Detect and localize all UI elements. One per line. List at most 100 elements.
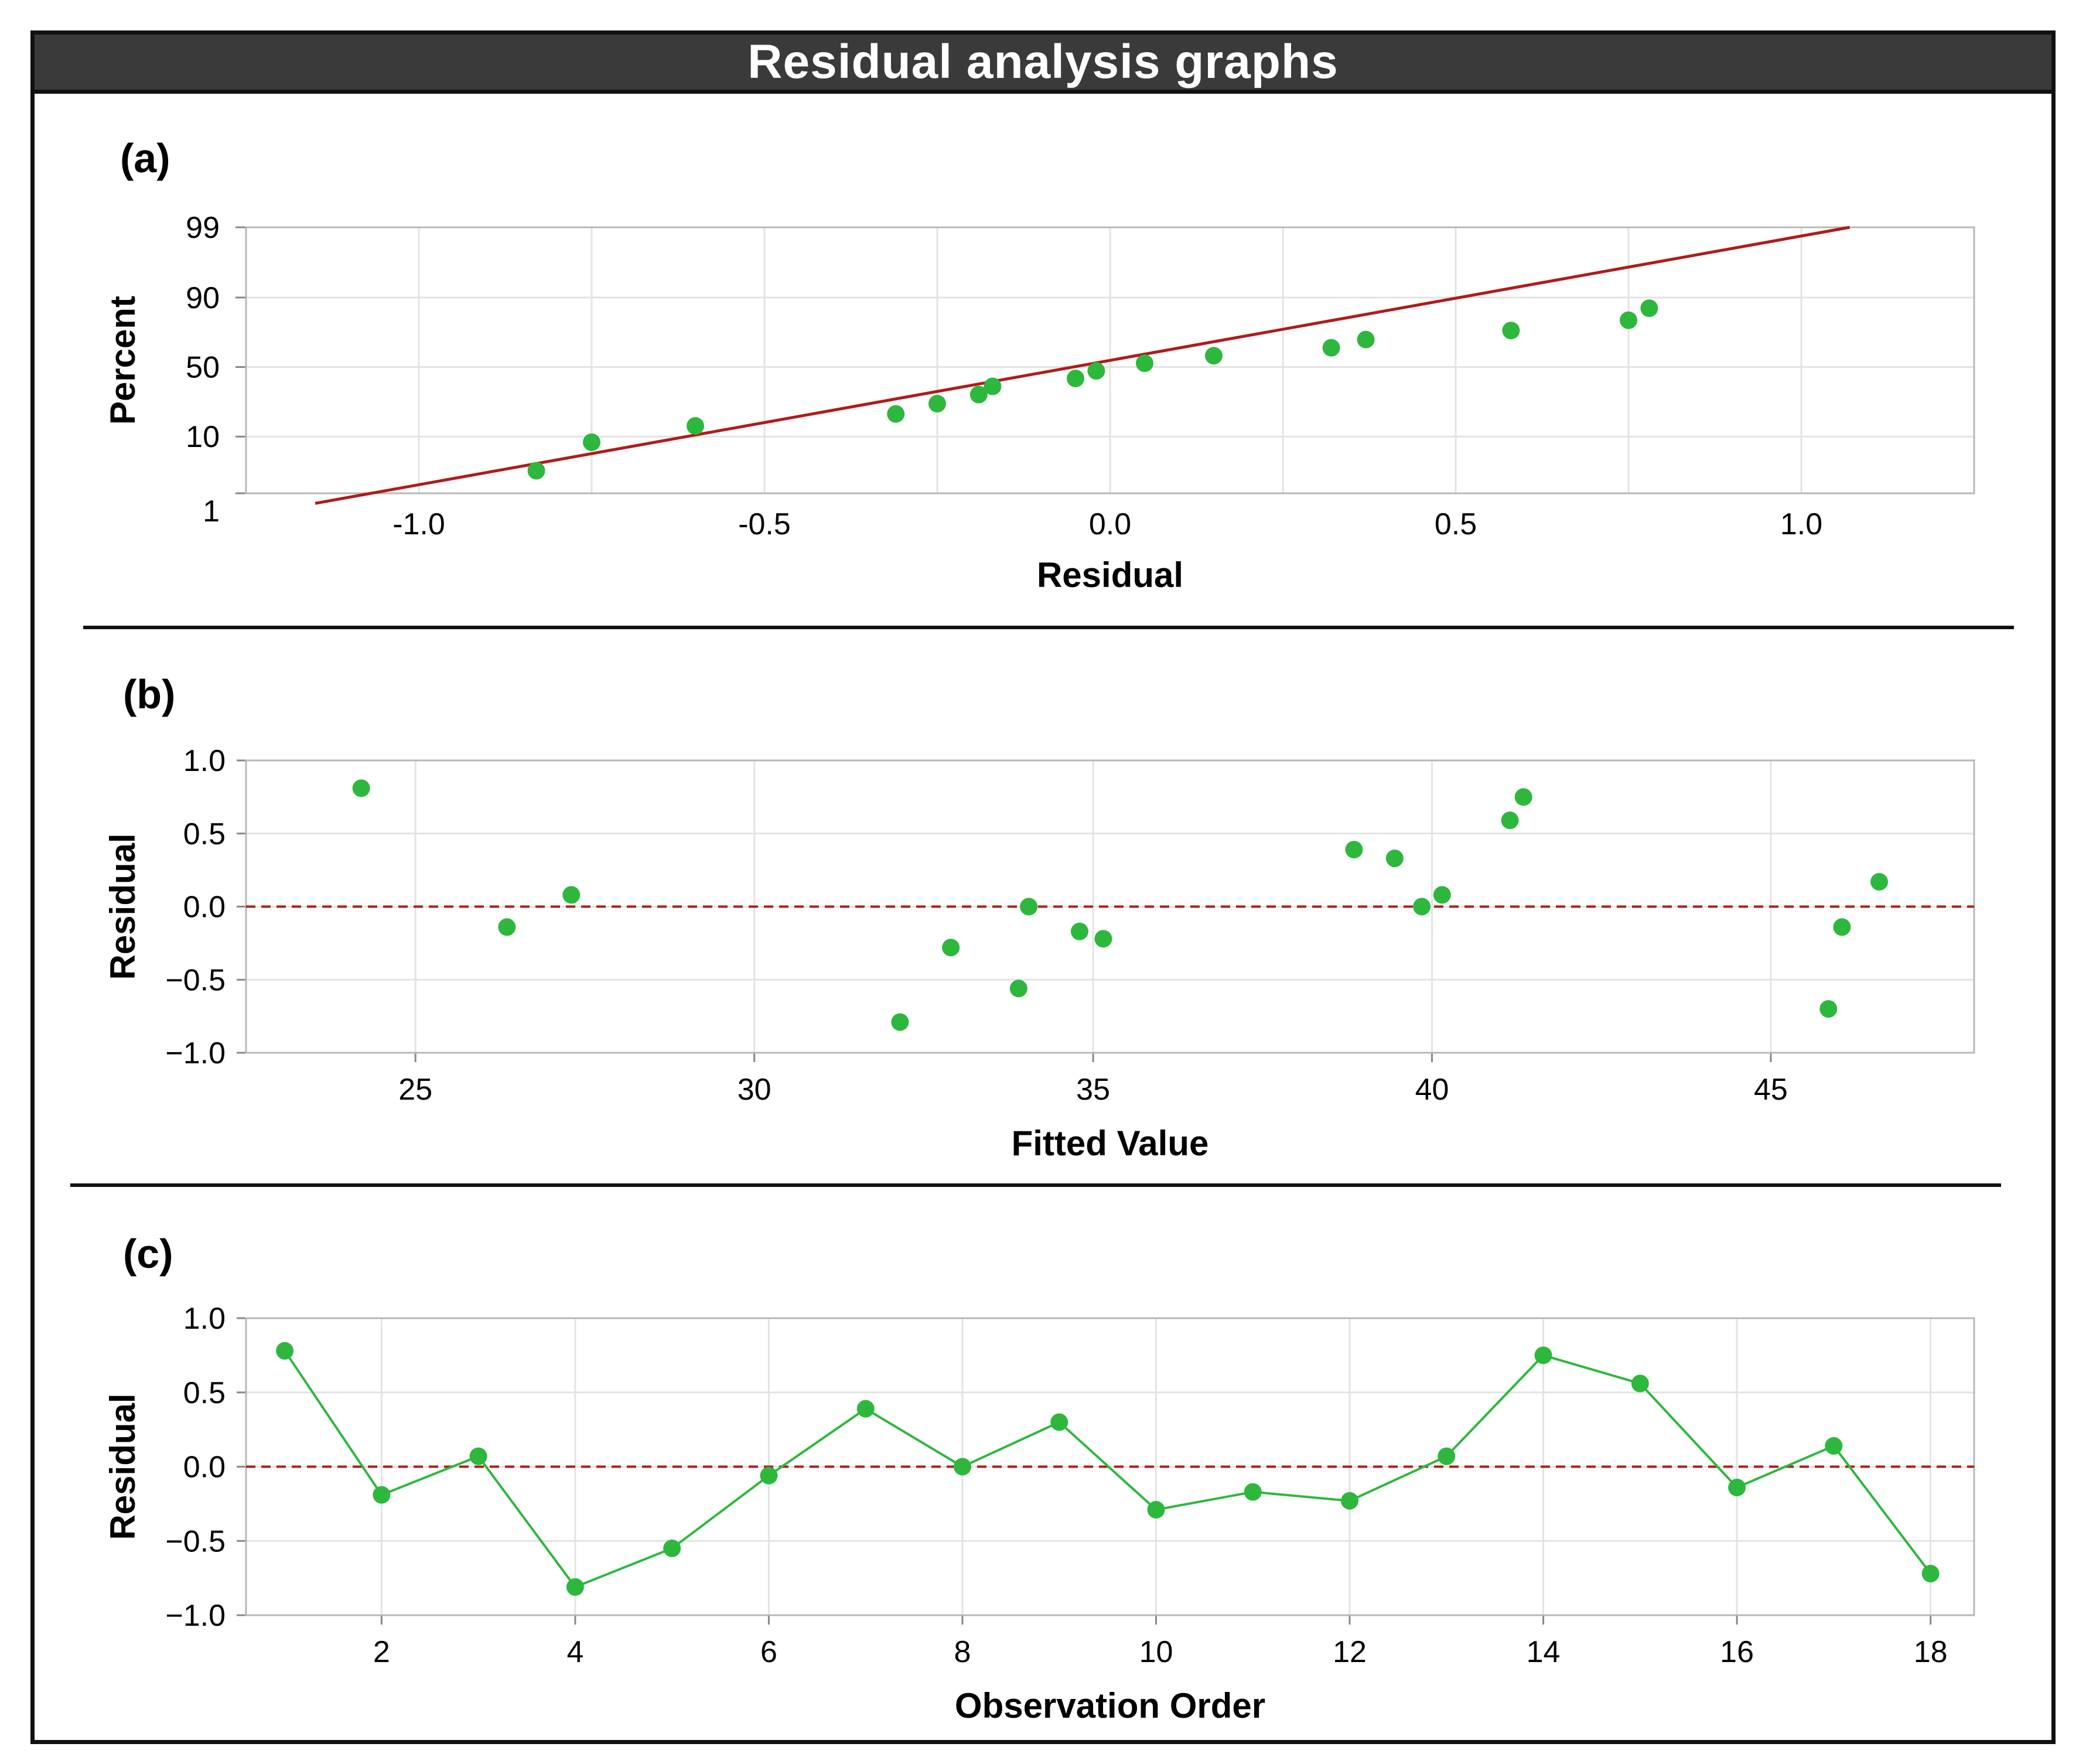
y-axis-label-b: Residual [103,833,142,980]
x-tick-label-a: 0.5 [1435,507,1477,541]
data-point-c [1825,1437,1843,1455]
y-tick-label-b: 1.0 [183,744,226,778]
data-point-b [1514,788,1532,806]
y-tick-label-b: −1.0 [165,1036,226,1070]
data-point-c [856,1400,875,1418]
y-tick-label-b: −0.5 [165,963,226,997]
y-axis-label-a: Percent [103,296,142,425]
x-tick-label-c: 16 [1720,1635,1754,1669]
data-point-b [1833,918,1851,936]
panel-label-a: (a) [120,135,170,181]
data-point-b [1385,849,1404,868]
x-tick-label-c: 4 [566,1635,583,1669]
divider-bc [70,1183,2001,1187]
data-point-b [562,886,581,904]
data-point-b [498,918,516,936]
data-point-a [1620,311,1637,329]
y-tick-label-c: −0.5 [165,1524,226,1558]
data-point-a [687,417,704,435]
x-tick-label-a: -0.5 [738,507,791,541]
data-point-c [1728,1478,1746,1496]
data-point-c [953,1458,971,1476]
data-point-c [760,1466,778,1485]
data-point-a [583,433,600,451]
data-point-c [1534,1346,1552,1364]
data-point-a [1357,330,1375,349]
figure-frame [30,30,2056,1744]
x-tick-label-c: 2 [373,1635,390,1669]
data-point-a [1502,322,1520,340]
y-tick-label-c: −1.0 [165,1599,226,1633]
data-point-b [1501,811,1519,830]
title-bar: Residual analysis graphs [30,30,2056,94]
x-axis-label-c: Observation Order [955,1686,1265,1725]
y-tick-label-b: 0.0 [183,890,226,924]
x-tick-label-c: 10 [1139,1635,1173,1669]
data-point-a [1067,369,1084,387]
data-point-c [1438,1447,1456,1465]
data-point-a [969,385,988,404]
panel-label-b: (b) [123,671,176,717]
divider-ab [83,626,2014,629]
y-tick-label-c: 0.5 [183,1376,226,1410]
data-point-b [1070,922,1088,940]
data-point-c [276,1342,294,1360]
x-tick-label-c: 18 [1914,1635,1948,1669]
data-point-a [984,377,1002,395]
data-point-c [373,1486,391,1504]
data-point-b [1345,841,1363,859]
data-point-b [1020,898,1038,916]
data-point-c [1147,1501,1165,1519]
x-axis-label-a: Residual [1037,555,1183,595]
data-point-b [942,939,960,957]
data-point-b [1870,873,1889,891]
x-tick-label-c: 8 [954,1635,971,1669]
x-axis-label-b: Fitted Value [1012,1124,1209,1163]
data-point-b [1413,898,1431,916]
data-point-b [1819,1000,1838,1018]
fit-line [315,226,1851,505]
y-tick-label-c: 1.0 [183,1302,226,1336]
y-tick-label-a: 90 [186,281,220,315]
y-tick-label-b: 0.5 [183,817,226,851]
y-axis-label-c: Residual [103,1393,142,1540]
data-point-b [1433,886,1451,904]
x-tick-label-a: -1.0 [392,507,445,541]
x-tick-label-a: 0.0 [1089,507,1131,541]
data-point-c [1921,1565,1940,1583]
data-point-c [663,1539,681,1557]
x-tick-label-b: 35 [1076,1073,1110,1107]
y-tick-label-c: 0.0 [183,1451,226,1485]
data-point-b [1009,980,1027,998]
data-point-a [1205,347,1223,365]
data-point-c [1244,1483,1262,1501]
x-tick-label-b: 40 [1415,1073,1449,1107]
data-point-c [1631,1374,1649,1393]
y-tick-label-a: 1 [203,494,220,528]
data-point-c [1341,1492,1359,1510]
series-line-c [284,1350,1932,1589]
y-tick-label-a: 10 [186,420,220,454]
data-point-b [891,1013,909,1031]
figure-title: Residual analysis graphs [747,35,1339,88]
data-point-a [1136,354,1153,373]
x-tick-label-c: 12 [1333,1635,1367,1669]
panel-label-c: (c) [123,1231,173,1277]
x-tick-label-b: 25 [398,1073,432,1107]
x-tick-label-b: 30 [738,1073,771,1107]
data-point-b [352,779,370,797]
x-tick-label-a: 1.0 [1780,507,1822,541]
data-point-a [1640,299,1658,318]
data-point-a [1087,362,1105,380]
x-tick-label-b: 45 [1754,1073,1788,1107]
data-point-c [566,1578,584,1596]
data-point-a [928,395,946,413]
y-tick-label-a: 99 [186,211,220,245]
y-tick-label-a: 50 [186,351,220,385]
plot-frame-a [245,226,1975,494]
data-point-c [1050,1413,1068,1431]
data-point-a [527,462,545,480]
data-point-b [1094,930,1112,948]
data-point-a [887,405,905,423]
